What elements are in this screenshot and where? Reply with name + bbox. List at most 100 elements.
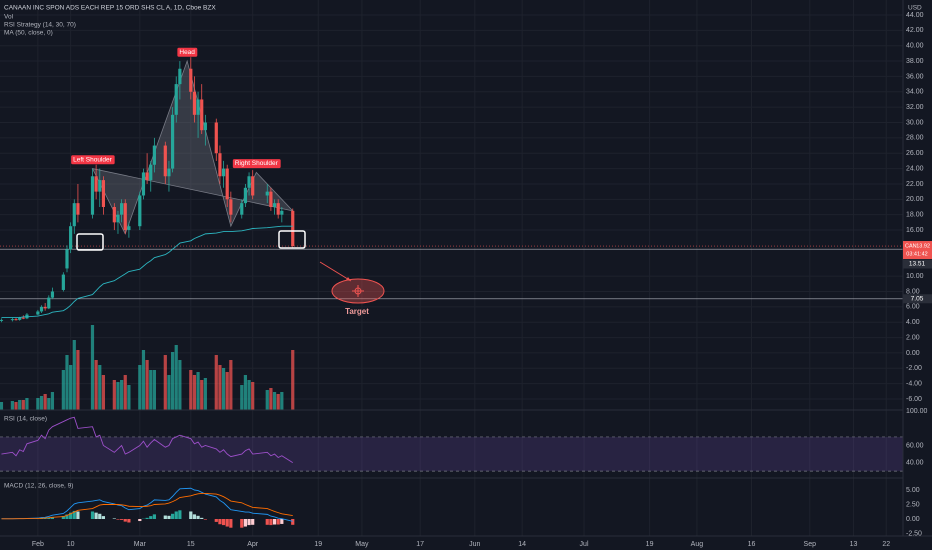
macd-histogram-bar [167,515,171,520]
y-tick-label: 0.00 [906,350,920,357]
y-tick-label: -4.00 [906,380,922,387]
candle-body [221,168,226,177]
candle-body [18,317,22,320]
candle-body [251,176,255,196]
macd-histogram-bar [138,519,142,522]
y-tick-label: 22.00 [906,181,924,188]
candle-body [149,164,153,181]
y-tick-label: 5.00 [906,487,920,494]
volume-bar [167,375,171,410]
volume-bar [47,398,51,410]
pattern-label: Right Shoulder [235,160,279,167]
volume-bar [127,385,131,410]
macd-histogram-bar [276,519,280,525]
macd-histogram-bar [178,510,182,520]
x-tick-label: Jul [580,541,589,548]
highlight-box [278,230,306,249]
volume-bar [94,360,98,410]
macd-histogram-bar [116,519,120,520]
volume-bar [69,365,73,410]
x-tick-label: 19 [646,541,654,548]
y-tick-label: 18.00 [906,212,924,219]
y-tick-label: 28.00 [906,135,924,142]
volume-bar [229,360,233,410]
candle-body [225,168,229,200]
x-tick-label: 10 [67,541,75,548]
x-tick-label: 22 [882,541,890,548]
candle-body [61,274,65,290]
y-tick-label: 38.00 [906,58,924,65]
candle-body [112,206,116,223]
volume-bar [138,365,142,410]
symbol-title: CANAAN INC SPON ADS EACH REP 15 ORD SHS … [4,5,216,12]
x-tick-label: Feb [32,541,44,548]
rsi-line [1,416,293,463]
candle-body [229,199,233,215]
candle-body [98,180,102,192]
volume-bar [247,380,251,410]
y-tick-label: 6.00 [906,304,920,311]
y-tick-label: 44.00 [906,12,924,19]
volume-bar [25,398,29,410]
volume-bar [36,398,40,410]
macd-histogram-bar [163,515,167,520]
candle-body [163,145,167,177]
y-tick-label: -2.00 [906,365,922,372]
price-label-bg [903,241,932,260]
volume-bar [145,360,149,410]
macd-line [1,487,293,522]
target-icon [352,285,364,297]
x-tick-label: 16 [748,541,756,548]
macd-histogram-bar [240,519,244,528]
macd-title: MACD (12, 26, close, 9) [4,483,73,490]
macd-histogram-bar [203,519,207,520]
y-tick-label: 10.00 [906,273,924,280]
y-tick-label: 0.00 [906,516,920,523]
candle-body [243,187,248,204]
macd-histogram-bar [69,512,73,520]
candle-body [43,306,47,309]
y-tick-label: 30.00 [906,119,924,126]
macd-histogram-bar [101,516,106,520]
signal-line [1,493,293,520]
macd-histogram-bar [127,519,131,523]
y-tick-label: 100.00 [906,408,928,415]
volume-bar [269,388,273,410]
y-tick-label: 16.00 [906,227,924,234]
macd-histogram-bar [149,516,153,520]
candle-body [141,172,146,196]
volume-bar [225,372,229,410]
plot [0,57,903,528]
y-tick-label: 40.00 [906,459,924,466]
volume-bar [200,380,204,410]
volume-bar [178,360,182,410]
y-tick-label: 4.00 [906,319,920,326]
macd-histogram-bar [174,511,178,520]
macd-histogram-bar [192,514,197,520]
macd-histogram-bar [196,515,200,520]
macd-histogram-bar [243,519,248,527]
grid [0,0,903,536]
volume-bar [149,370,153,410]
candle-body [265,191,269,196]
volume-bar [189,370,193,410]
candle-body [101,180,106,207]
volume-bar [280,392,284,410]
candle-body [214,122,218,154]
candle-body [174,84,178,115]
y-tick-label: -2.50 [906,530,922,537]
currency: USD [908,5,922,12]
candle-body [76,203,80,215]
x-tick-label: 13 [850,541,858,548]
candle-body [280,210,284,215]
pattern-label-bg [71,155,115,165]
rsi-title: RSI (14, close) [4,416,47,423]
highlight-box [76,233,104,251]
macd-histogram-bar [72,510,76,520]
volume-bar [218,365,222,410]
x-tick-label: Mar [134,541,147,548]
volume-bar [251,382,255,410]
volume-bar [203,378,207,410]
x-tick-label: Aug [691,541,704,548]
